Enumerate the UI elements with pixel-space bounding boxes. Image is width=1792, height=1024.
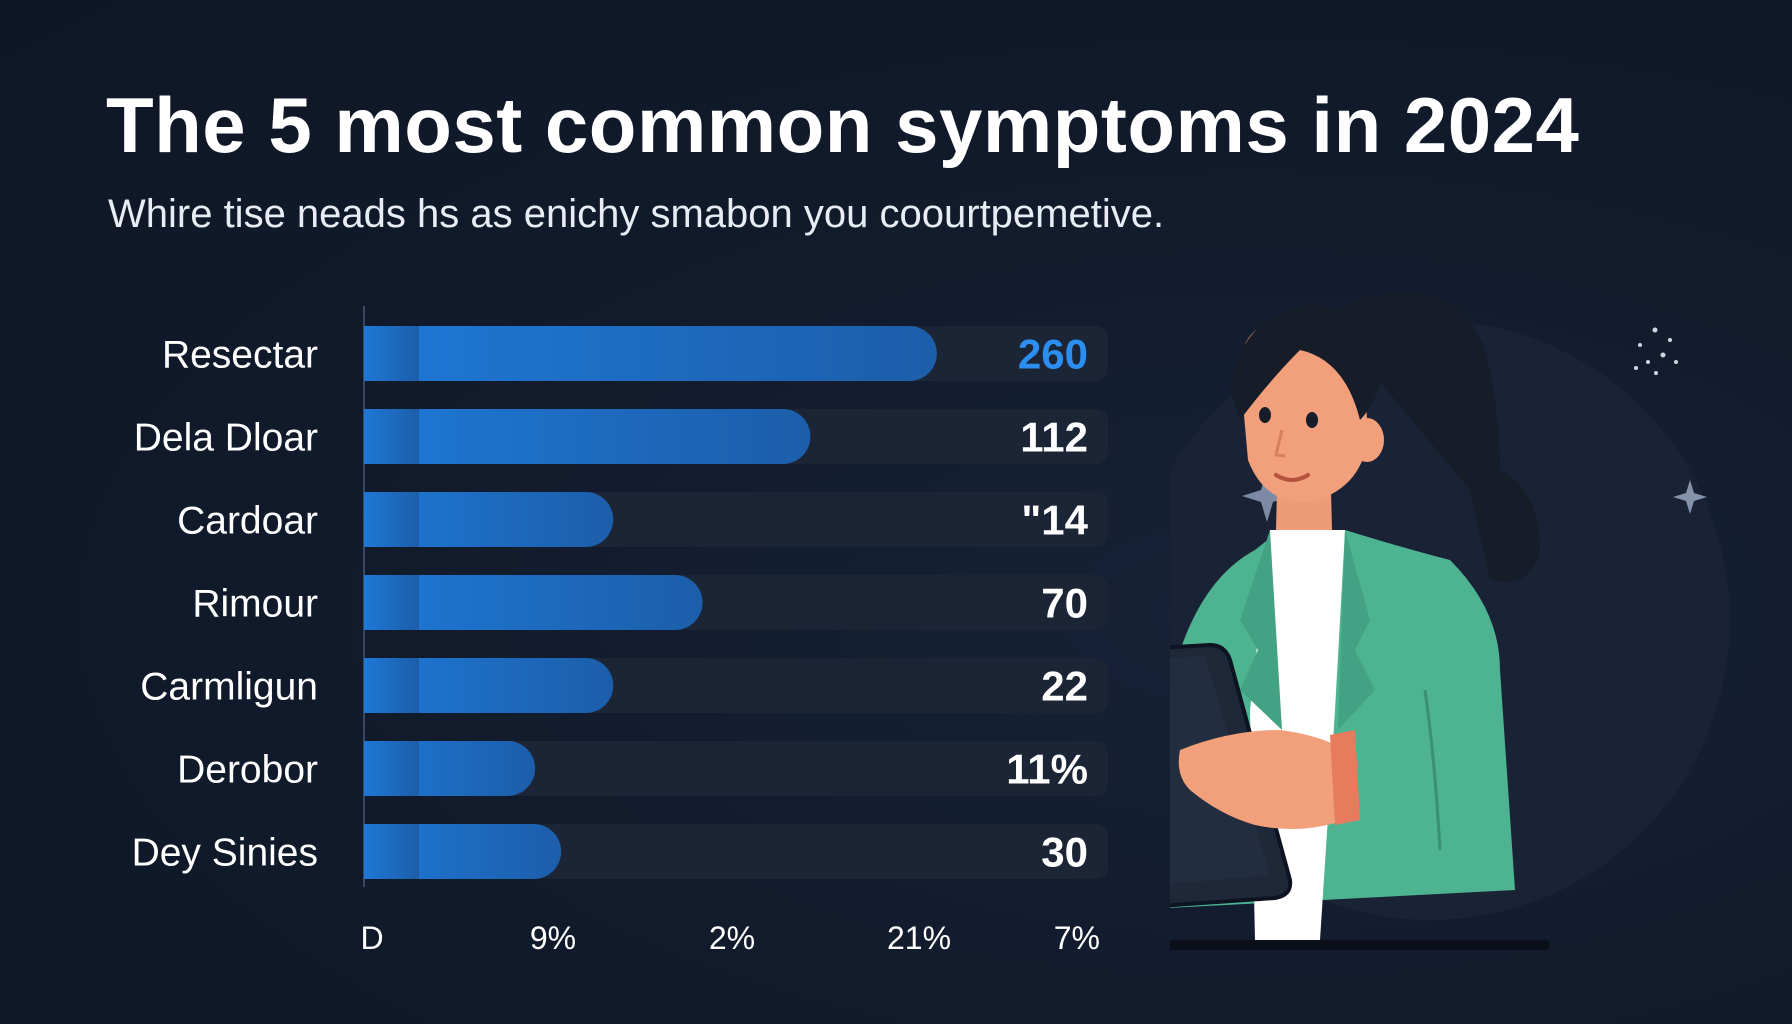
category-label: Resectar xyxy=(162,334,318,377)
value-label: 30 xyxy=(1041,829,1088,876)
bar-3 xyxy=(364,492,614,547)
bar-track xyxy=(364,741,1108,796)
sparkle-icon xyxy=(1673,480,1707,514)
ear xyxy=(1350,418,1384,462)
x-tick-label: D xyxy=(360,920,383,956)
sleeve-cuff xyxy=(1330,730,1360,825)
bar-4 xyxy=(364,575,703,630)
nose xyxy=(1274,429,1286,458)
hand xyxy=(1178,730,1345,829)
jacket-lapel xyxy=(1338,530,1375,730)
sparkle-dots-icon xyxy=(1634,327,1678,375)
bar-2 xyxy=(364,409,811,464)
value-label: 112 xyxy=(1020,414,1088,461)
bar-chart: Resectar 260 Dela Dloar 112 Cardoar "14 Rimour… xyxy=(132,306,1108,956)
mouth xyxy=(1274,473,1310,482)
value-label: 22 xyxy=(1041,663,1088,710)
bar-7-left-edge xyxy=(364,824,419,879)
bar-6-left-edge xyxy=(364,741,419,796)
category-label: Dela Dloar xyxy=(134,417,318,460)
x-tick-label: 2% xyxy=(709,920,755,956)
hair-fringe xyxy=(1230,305,1385,420)
value-label: 260 xyxy=(1018,331,1088,378)
bar-5-left-edge xyxy=(364,658,419,713)
chart-title: The 5 most common symptoms in 2024 xyxy=(106,81,1580,169)
bar-5 xyxy=(364,658,614,713)
x-tick-label: 9% xyxy=(530,920,576,956)
desk-edge xyxy=(1170,940,1550,950)
jacket-seam xyxy=(1423,689,1442,851)
x-tick-label: 21% xyxy=(887,920,951,956)
category-label: Derobor xyxy=(177,749,318,792)
x-tick-label: 7% xyxy=(1054,920,1100,956)
value-label: "14 xyxy=(1021,497,1088,544)
chart-subtitle: Whire tise neads hs as enichy smabon you… xyxy=(108,192,1165,236)
bar-2-left-edge xyxy=(364,409,419,464)
category-label: Rimour xyxy=(192,583,318,626)
category-label: Cardoar xyxy=(177,500,318,543)
category-label: Dey Sinies xyxy=(132,832,318,875)
person-with-tablet-illustration xyxy=(1170,292,1730,950)
sparkle-icon xyxy=(1242,470,1292,522)
eye-right xyxy=(1306,412,1318,428)
category-label: Carmligun xyxy=(140,666,318,709)
eye-left xyxy=(1259,407,1271,423)
value-label: 11% xyxy=(1006,746,1088,793)
value-label: 70 xyxy=(1041,580,1088,627)
bar-4-left-edge xyxy=(364,575,419,630)
bar-1-left-edge xyxy=(364,326,419,381)
jacket-lapel xyxy=(1240,530,1282,730)
hair xyxy=(1337,292,1540,582)
bar-1 xyxy=(364,326,937,381)
bar-3-left-edge xyxy=(364,492,419,547)
